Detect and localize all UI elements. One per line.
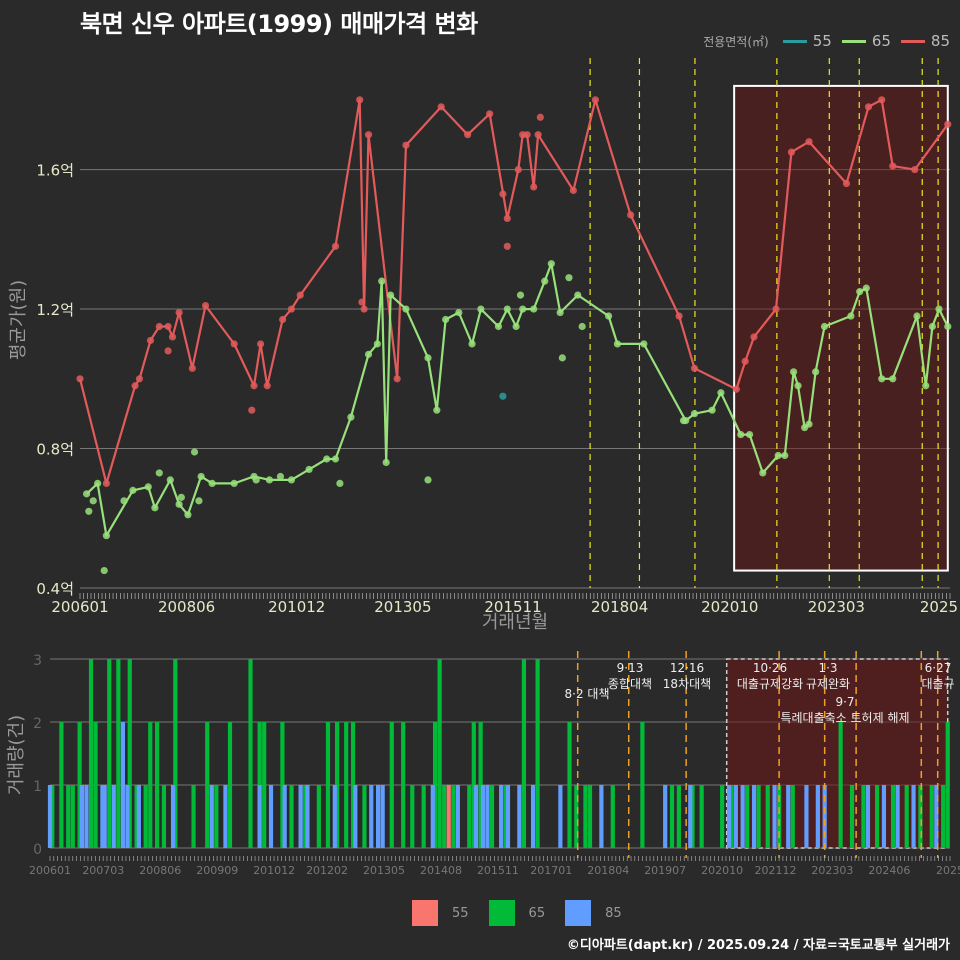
svg-text:6·27: 6·27 [925,661,952,675]
x-tick-label: 201804 [587,864,629,877]
legend-item-85: 85 [565,900,622,926]
x-tick-label: 201305 [374,598,431,616]
svg-text:특례대출축소 토허제 해제: 특례대출축소 토허제 해제 [780,711,909,725]
highlight-region [725,658,949,849]
x-tick-label: 2025 [936,864,960,877]
source-footer: ©디아파트(dapt.kr) / 2025.09.24 / 자료=국토교통부 실… [566,938,950,953]
y-tick-label: 0 [33,842,42,858]
legend-line-icon [782,39,807,43]
x-tick-label: 201012 [268,598,325,616]
y-axis-title: 거래량(건) [6,715,27,795]
y-tick-label: 1.6억 [36,162,74,180]
x-tick-label: 202406 [868,864,910,877]
x-tick-label: 202303 [811,864,853,877]
svg-text:대출규제강화: 대출규제강화 [737,677,803,691]
x-tick-label: 200806 [139,864,181,877]
legend-line-icon [900,39,925,43]
legend-item-55: 55 [412,900,469,926]
y-tick-label: 0.4억 [36,580,74,598]
y-axis-title: 평균가(원) [8,280,29,360]
x-tick-label: 201907 [644,864,686,877]
x-tick-label: 200806 [158,598,215,616]
x-tick-label: 201804 [591,598,648,616]
legend-swatch-icon [488,900,515,926]
svg-text:10·26: 10·26 [753,661,787,675]
legend-item-85: 85 [900,32,950,50]
legend-item-55: 55 [782,32,832,50]
x-tick-label: 201305 [363,864,405,877]
svg-text:대출규: 대출규 [921,677,954,691]
svg-text:9·7: 9·7 [835,695,854,709]
y-tick-label: 1.2억 [36,301,74,319]
svg-text:9·13: 9·13 [617,661,644,675]
x-tick-label: 202303 [808,598,865,616]
x-tick-label: 2025 [920,598,958,616]
y-tick-label: 3 [33,653,42,669]
svg-text:18차대책: 18차대책 [663,676,711,691]
svg-text:종합대책: 종합대책 [608,676,652,691]
svg-text:8·2 대책: 8·2 대책 [565,686,610,701]
svg-text:1·3: 1·3 [818,661,837,675]
svg-text:규제완화: 규제완화 [806,677,850,691]
x-tick-label: 200601 [51,598,108,616]
legend-swatch-icon [565,900,592,926]
x-tick-label: 201701 [530,864,572,877]
y-tick-label: 1 [33,779,42,795]
y-tick-label: 2 [33,716,42,732]
x-tick-label: 200909 [196,864,238,877]
x-tick-label: 201511 [484,598,541,616]
price-line-chart: 0.4억 0.8억 1.2억 1.6억 200601 200806 201012 201305… [8,58,958,633]
x-tick-label: 201202 [306,864,348,877]
legend-item-65: 65 [488,900,545,926]
legend-swatch-icon [412,900,438,926]
y-tick-label: 0.8억 [36,441,74,459]
x-tick-label: 201511 [477,864,519,877]
x-tick-label: 202112 [754,864,796,877]
x-tick-label: 200703 [82,864,124,877]
x-axis-title: 거래년월 [482,612,548,633]
x-tick-label: 201012 [253,864,295,877]
legend-title: 전용면적(㎡) [703,34,769,49]
legend-item-65: 65 [841,32,891,50]
legend-bottom: 55 65 85 [412,900,628,926]
x-tick-label: 202010 [701,598,758,616]
legend-top: 전용면적(㎡) 55 65 85 [703,32,950,50]
x-tick-label: 201408 [420,864,462,877]
legend-line-icon [841,39,866,43]
x-tick-label: 202010 [701,864,743,877]
x-tick-label: 200601 [29,864,71,877]
svg-text:12·16: 12·16 [670,661,704,675]
chart-title: 북면 신우 아파트(1999) 매매가격 변화 [80,10,478,38]
